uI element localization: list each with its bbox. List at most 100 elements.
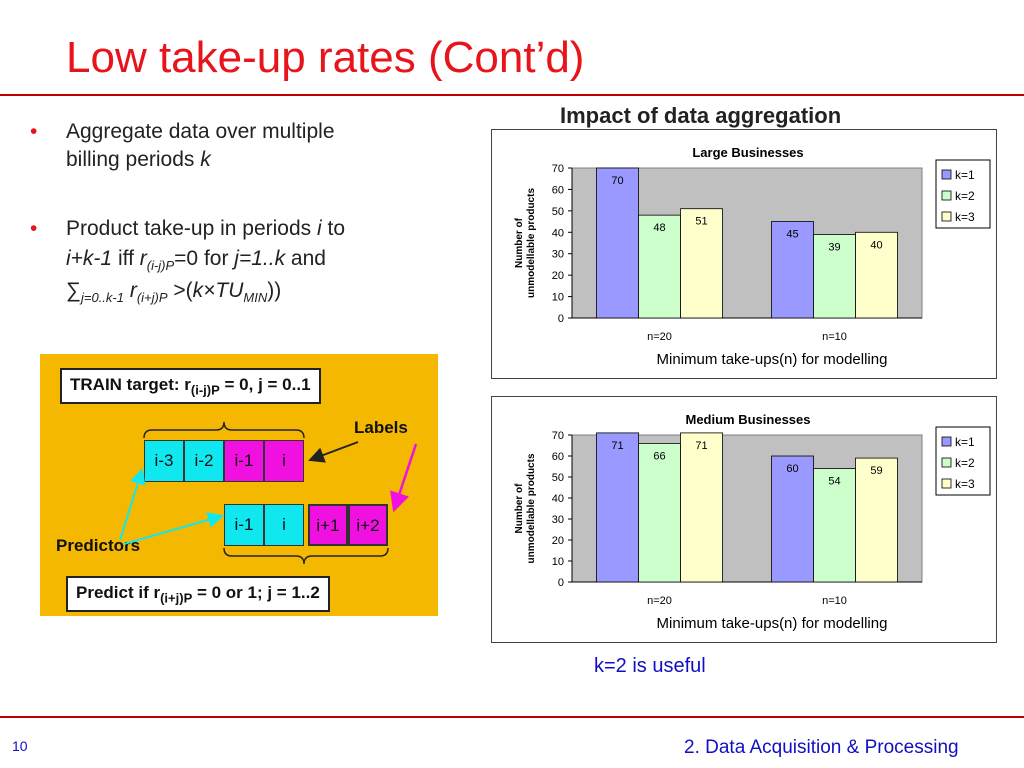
y-axis-label-line2: unmodellable products <box>526 188 537 298</box>
chart-medium-svg: Medium Businesses 0 10 20 30 40 50 60 70 Number o… <box>514 412 991 632</box>
predict-sub: (i+j)P <box>160 590 193 606</box>
period-cell-predictor: i <box>264 504 304 546</box>
slide-title: Low take-up rates (Cont’d) <box>66 33 585 82</box>
footer-section: 2. Data Acquisition & Processing <box>684 737 959 758</box>
formula-part: iff <box>112 247 140 270</box>
train-target-box: TRAIN target: r(i-j)P = 0, j = 0..1 <box>60 368 321 405</box>
train-target-rest: = 0, j = 0..1 <box>219 375 311 394</box>
legend-label: k=3 <box>955 210 975 224</box>
predict-box: Predict if r(i+j)P = 0 or 1; j = 1..2 <box>66 576 330 613</box>
bar-k2 <box>638 214 681 319</box>
predictors-arrow-row1 <box>119 468 146 541</box>
labels-arrow-magenta <box>390 443 418 513</box>
legend-label: k=2 <box>955 456 975 470</box>
train-target-text: TRAIN target: r <box>70 375 191 394</box>
bar-value-label: 60 <box>786 463 798 475</box>
title-divider <box>0 94 1024 96</box>
y-tick-label: 40 <box>552 493 564 505</box>
predictors-caption: Predictors <box>56 536 141 555</box>
y-tick-label: 0 <box>558 313 564 325</box>
legend-label: k=2 <box>955 189 975 203</box>
bar-k2 <box>813 234 856 319</box>
legend-swatch <box>941 169 952 180</box>
period-cell-label: i+2 <box>348 504 388 546</box>
impact-title: Impact of data aggregation <box>560 103 842 128</box>
bullet-var-i: i <box>316 217 322 240</box>
bullet-formula-sum: ∑j=0..k-1 r(i+j)P >(k×TUMIN)) <box>66 277 281 312</box>
legend-swatch <box>941 436 952 447</box>
train-target-sub: (i-j)P <box>190 382 220 398</box>
x-axis-label: Minimum take-ups(n) for modelling <box>657 351 888 368</box>
y-tick-label: 10 <box>552 556 564 568</box>
formula-sub: (i+j)P <box>136 290 168 306</box>
bar-k3 <box>680 208 723 319</box>
y-axis-label-line1: Number of <box>514 217 525 268</box>
formula-part: and <box>285 247 326 270</box>
legend-swatch <box>941 211 952 222</box>
formula-part: r <box>139 247 147 270</box>
bullet-text-part: Product take-up in periods <box>66 217 317 240</box>
training-diagram: TRAIN target: r(i-j)P = 0, j = 0..1 Labe… <box>40 354 438 616</box>
footer-divider <box>0 716 1024 718</box>
bar-value-label: 71 <box>611 440 623 452</box>
y-tick-label: 70 <box>552 430 564 442</box>
period-cell-predictor: i-3 <box>144 440 184 482</box>
bar-k1 <box>771 221 814 319</box>
bar-value-label: 71 <box>695 440 707 452</box>
y-tick-label: 60 <box>552 451 564 463</box>
bullet-text: Aggregate data over multiple <box>66 120 335 143</box>
predictors-arrow-row2 <box>123 512 224 545</box>
bar-value-label: 70 <box>611 175 623 187</box>
y-tick-label: 70 <box>552 163 564 175</box>
formula-part: j=1..k <box>234 247 286 270</box>
bar-k3 <box>680 432 723 583</box>
y-tick-label: 20 <box>552 270 564 282</box>
predict-rest: = 0 or 1; j = 1..2 <box>192 583 320 602</box>
bullet-text-line2: billing periods k <box>66 146 211 174</box>
legend-label: k=3 <box>955 477 975 491</box>
bar-k3 <box>855 231 898 319</box>
conclusion-text: k=2 is useful <box>594 655 706 677</box>
bar-k1 <box>596 167 639 319</box>
y-tick-label: 40 <box>552 227 564 239</box>
bar-value-label: 59 <box>870 465 882 477</box>
y-tick-label: 10 <box>552 292 564 304</box>
legend-swatch <box>941 457 952 468</box>
formula-sub: MIN <box>243 290 268 306</box>
formula-sub: (i-j)P <box>146 258 175 274</box>
x-tick-label: n=20 <box>647 331 672 343</box>
bar-value-label: 66 <box>653 450 665 462</box>
y-tick-label: 30 <box>552 514 564 526</box>
bar-value-label: 39 <box>828 241 840 253</box>
brace-bottom <box>223 547 389 565</box>
bar-k1 <box>596 432 639 583</box>
period-cell-label: i-1 <box>224 440 264 482</box>
legend-swatch <box>941 478 952 489</box>
y-axis-label-line1: Number of <box>514 483 525 534</box>
period-cell-label: i+1 <box>308 504 348 546</box>
y-tick-label: 30 <box>552 249 564 261</box>
formula-part: r <box>123 279 137 302</box>
diagram-connectors <box>119 421 418 565</box>
y-axis-label-line2: unmodellable products <box>526 453 537 563</box>
y-tick-label: 20 <box>552 535 564 547</box>
brace-top <box>143 421 305 439</box>
bullet-text-part: to <box>321 217 346 240</box>
legend-swatch <box>941 190 952 201</box>
bar-k2 <box>638 443 681 583</box>
y-tick-label: 0 <box>558 577 564 589</box>
chart-title: Medium Businesses <box>686 412 811 427</box>
period-cell-predictor: i-2 <box>184 440 224 482</box>
bar-value-label: 54 <box>828 476 840 488</box>
predict-text: Predict if r <box>76 583 161 602</box>
chart-medium-businesses: Medium Businesses 0 10 20 30 40 50 60 70 Number o… <box>491 396 997 643</box>
formula-part: k×TU <box>192 279 244 302</box>
bullet-text-part: billing periods <box>66 148 201 171</box>
x-tick-label: n=10 <box>822 331 847 343</box>
bar-value-label: 48 <box>653 222 665 234</box>
sum-symbol: ∑ <box>66 279 81 302</box>
bar-k3 <box>855 457 898 583</box>
chart-large-svg: Large Businesses 0 10 20 30 40 50 60 70 Number of… <box>514 145 991 368</box>
labels-arrow-black <box>308 441 359 463</box>
formula-part: =0 for <box>174 247 235 270</box>
